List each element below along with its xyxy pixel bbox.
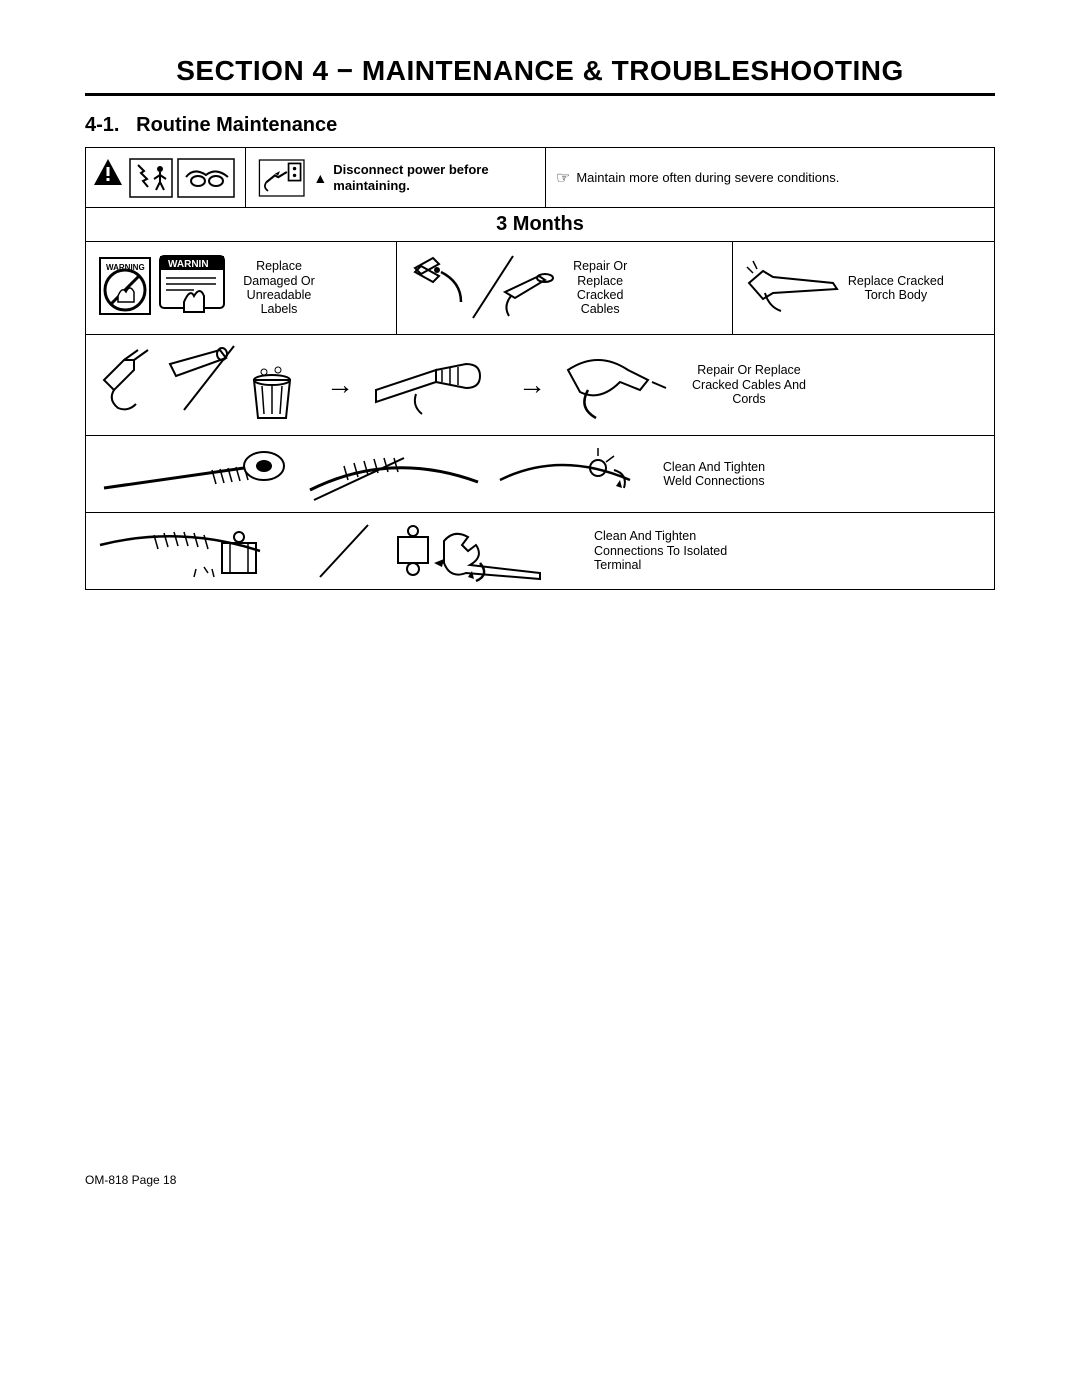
safety-icons bbox=[90, 153, 240, 203]
interval-header: 3 Months bbox=[86, 208, 995, 242]
gun-icon bbox=[558, 340, 678, 430]
disconnect-cell: ▲ Disconnect power before maintaining. bbox=[246, 148, 546, 208]
title-rule bbox=[85, 93, 995, 96]
labels-icon: WARNING WARNIN bbox=[94, 248, 234, 328]
section-title: SECTION 4 − MAINTENANCE & TROUBLESHOOTIN… bbox=[85, 55, 995, 87]
pointer-icon: ☞ bbox=[556, 168, 570, 188]
slash-icon bbox=[314, 517, 374, 585]
warning-icons-cell bbox=[86, 148, 246, 208]
maintenance-table: ▲ Disconnect power before maintaining. ☞… bbox=[85, 147, 995, 590]
cables-icon bbox=[405, 248, 565, 328]
arrow-icon: → bbox=[512, 369, 552, 401]
page-footer: OM-818 Page 18 bbox=[85, 1173, 176, 1187]
torch-text: Replace Cracked Torch Body bbox=[841, 274, 951, 303]
torch-icon bbox=[741, 253, 841, 323]
arrow-icon: → bbox=[320, 369, 360, 401]
lug-tighten-icon bbox=[494, 440, 644, 508]
terminal-brush-icon bbox=[94, 517, 294, 585]
brush-cable-icon bbox=[304, 440, 484, 508]
warning-triangle-icon: ▲ bbox=[313, 170, 327, 186]
svg-text:WARNIN: WARNIN bbox=[168, 259, 209, 270]
disconnect-text: Disconnect power before maintaining. bbox=[333, 162, 535, 193]
terminal-text: Clean And Tighten Connections To Isolate… bbox=[594, 529, 754, 572]
wire-brush-icon bbox=[94, 440, 294, 508]
cables-text: Repair Or Replace Cracked Cables bbox=[565, 259, 635, 317]
subsection-title: 4-1. Routine Maintenance bbox=[85, 114, 995, 137]
maintain-cell: ☞ Maintain more often during severe cond… bbox=[546, 148, 995, 208]
wrench-terminal-icon bbox=[384, 517, 584, 585]
subsection-number: 4-1. bbox=[85, 114, 119, 136]
tip-icon bbox=[366, 340, 506, 430]
cords-text: Repair Or Replace Cracked Cables And Cor… bbox=[684, 363, 814, 406]
maintain-text: Maintain more often during severe condit… bbox=[576, 170, 839, 186]
subsection-name: Routine Maintenance bbox=[136, 114, 337, 136]
weld-text: Clean And Tighten Weld Connections bbox=[654, 460, 774, 489]
labels-text: Replace Damaged Or Unreadable Labels bbox=[234, 259, 324, 317]
plug-icon bbox=[256, 153, 307, 203]
nozzle-trash-icon bbox=[94, 340, 314, 430]
